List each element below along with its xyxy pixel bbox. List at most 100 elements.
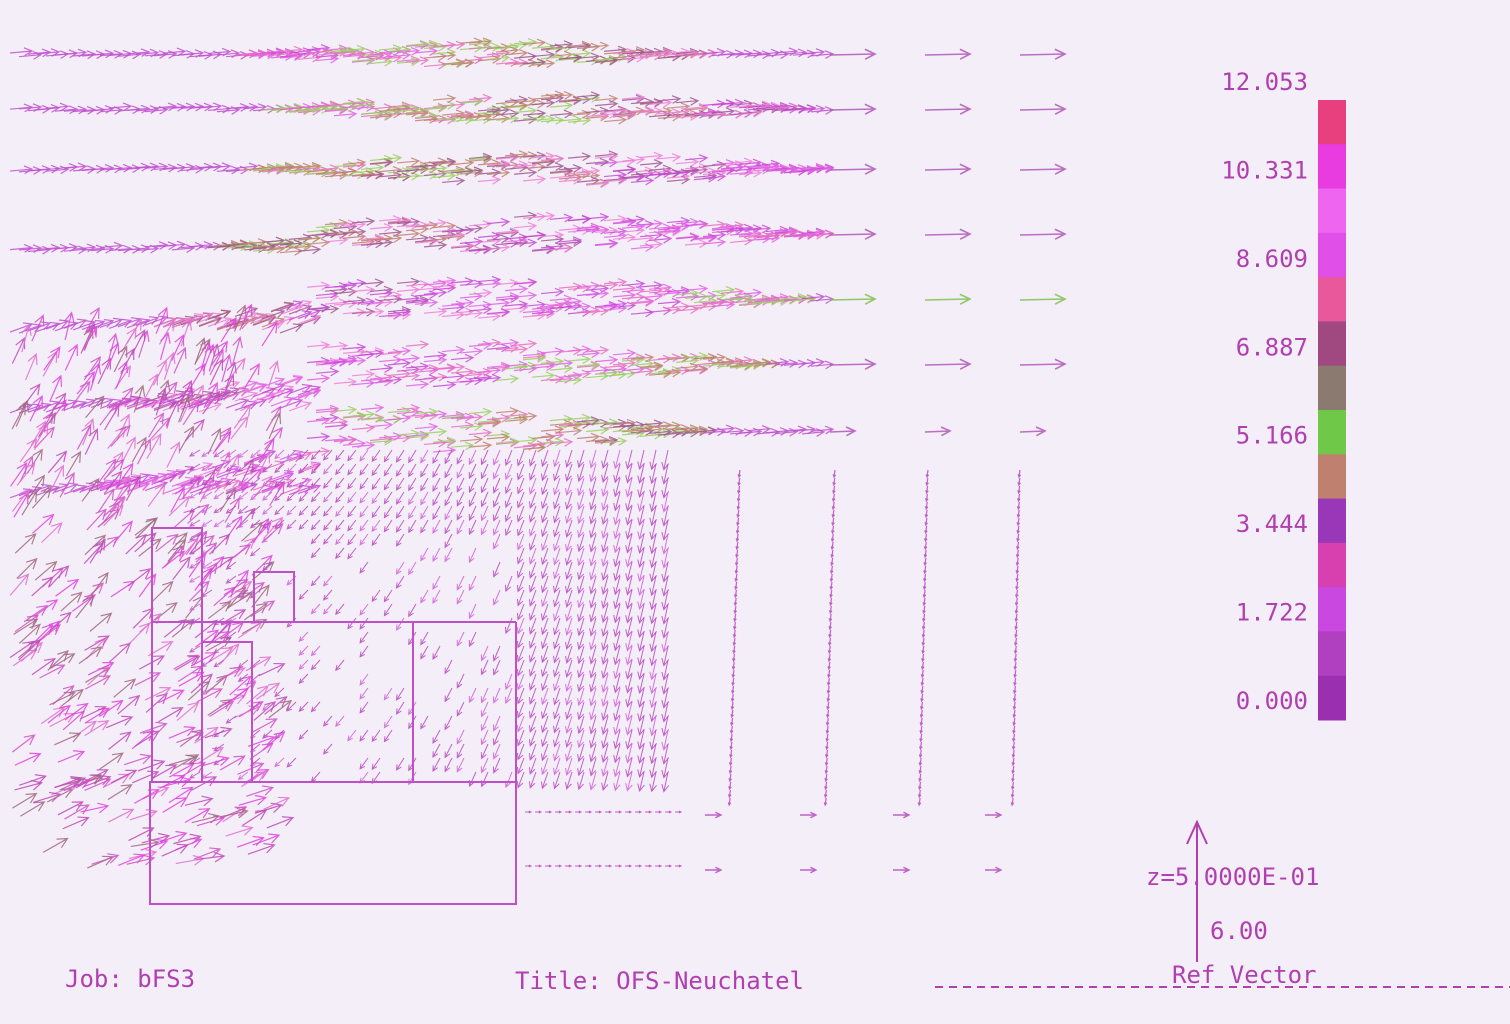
vector [237,519,249,529]
vector [649,463,657,485]
vector [262,449,273,459]
vector [121,436,136,463]
vector [729,157,754,167]
vector [47,704,71,724]
vector [1019,228,1067,240]
vector [468,463,477,480]
vector [541,589,549,608]
vector [11,337,26,364]
vector [613,743,621,764]
vector [649,715,657,737]
vector [828,605,833,615]
vector [18,50,43,60]
vector [605,864,613,868]
z-label: z=5.0000E-01 [1146,863,1319,891]
vector [201,491,213,499]
vector [639,98,664,107]
vector [649,533,657,555]
vector [589,533,597,553]
vector [648,107,673,116]
vector [585,346,610,355]
vector [423,102,448,112]
vector [396,46,421,56]
vector [369,157,394,167]
ref-label: Ref Vector [1172,961,1317,989]
vector [351,100,376,110]
vector [97,488,115,513]
vector [189,491,201,499]
vector [237,505,249,515]
vector [1011,741,1016,751]
vector [383,589,393,603]
vector [589,463,597,483]
vector [513,436,538,445]
vector [918,773,922,783]
vector [516,617,525,635]
vector [359,477,369,490]
vector [625,631,633,652]
vector [238,794,268,806]
vector [208,647,234,663]
vector [486,114,511,124]
vector [730,701,735,711]
vector [513,168,538,178]
vector [155,306,169,334]
vector [310,505,321,517]
vector [516,687,525,705]
colorbar-label: 10.331 [1221,156,1308,184]
vector [103,504,124,527]
vector [1019,426,1047,437]
vector [735,525,740,535]
vector [249,547,261,557]
vector [504,673,513,691]
vector [198,162,223,172]
vector [65,450,82,477]
vector [264,696,288,715]
vector [405,56,430,66]
vector [649,449,657,471]
vector [126,318,143,344]
vector [661,477,670,499]
vector [516,477,525,495]
vector [826,693,831,703]
vector [126,104,151,114]
vector [408,477,417,492]
vector [207,459,232,471]
vector [565,645,573,664]
vector [734,557,739,567]
vector [378,228,403,238]
vector [387,217,412,227]
vector [162,470,187,481]
vector [178,394,191,423]
vector [371,463,381,477]
vector [702,291,727,301]
vector [625,743,633,764]
vector [747,358,772,368]
vector [827,653,832,663]
vector [516,575,525,593]
vector [625,757,633,778]
vector [613,463,621,484]
vector [577,659,585,679]
vector [158,707,184,723]
vector [229,675,252,696]
vector [747,50,772,60]
vector [9,47,34,57]
vector [577,701,585,721]
vector [540,437,565,447]
vector [25,352,38,381]
vector [639,361,664,371]
vector [601,575,609,595]
vector [252,241,277,251]
vector [729,725,734,735]
vector [423,288,448,298]
vector [54,482,79,493]
vector [648,283,673,293]
vector [230,415,249,440]
vector [702,220,727,230]
vector [731,685,735,695]
vector [148,412,165,438]
outline [201,641,253,783]
vector [99,699,124,717]
vector [347,477,357,490]
